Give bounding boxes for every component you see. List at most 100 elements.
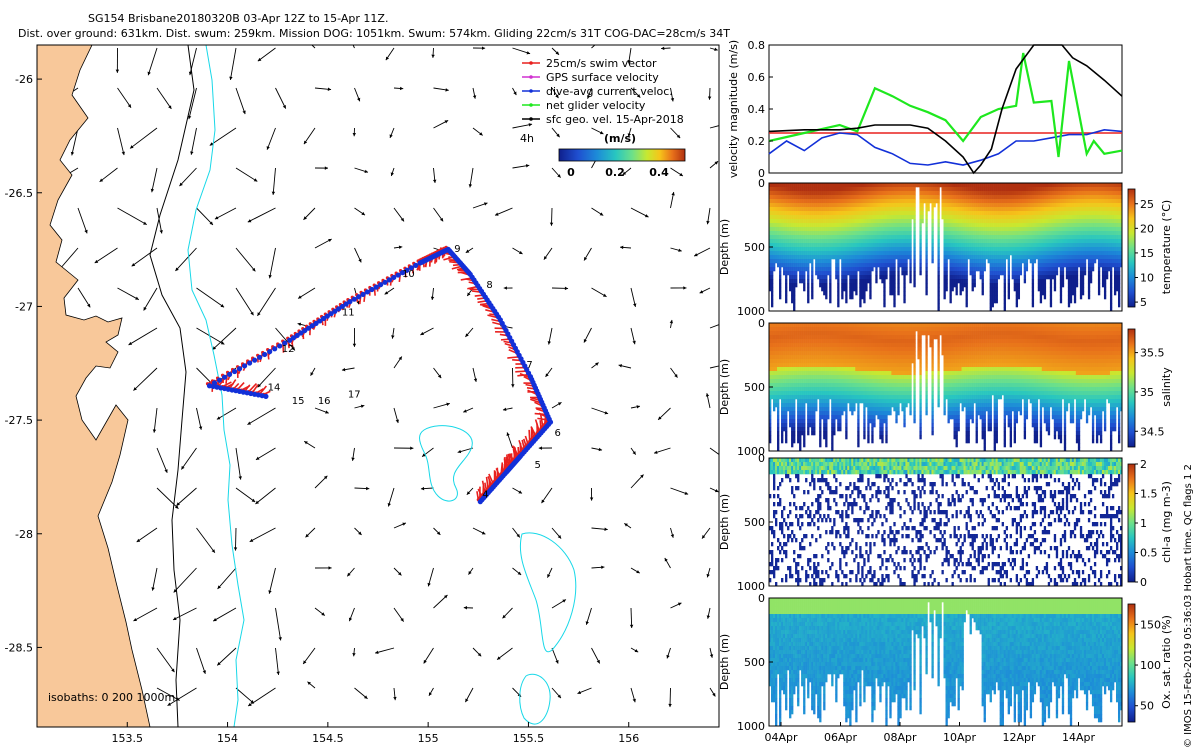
- heat-cell: [1023, 267, 1027, 272]
- heat-cell: [871, 191, 874, 196]
- heat-cell: [813, 187, 816, 192]
- heat-cell: [1077, 231, 1081, 236]
- heat-cell: [1031, 271, 1035, 276]
- heat-cell: [1061, 283, 1065, 288]
- heat-cell: [1009, 231, 1012, 236]
- heat-cell: [947, 211, 950, 216]
- heat-cell: [789, 231, 792, 236]
- heat-cell: [835, 227, 838, 232]
- dive-avg-point: [386, 277, 393, 283]
- swim-vector: [517, 373, 529, 377]
- heat-cell: [881, 231, 884, 236]
- heat-cell: [843, 255, 846, 260]
- heat-cell: [1069, 211, 1073, 216]
- heat-cell: [921, 191, 924, 196]
- heat-cell: [897, 247, 900, 252]
- heat-cell: [1029, 227, 1033, 232]
- heat-cell: [817, 199, 820, 204]
- heat-cell: [815, 207, 818, 212]
- heat-cell: [871, 251, 874, 256]
- heat-cell: [805, 267, 808, 272]
- heat-cell: [1071, 219, 1075, 224]
- heat-cell: [793, 187, 796, 192]
- heat-cell: [1079, 231, 1083, 236]
- heat-cell: [865, 203, 868, 208]
- heat-cell: [829, 191, 832, 196]
- heat-cell: [1033, 223, 1037, 228]
- heat-cell: [793, 259, 796, 264]
- heat-cell: [1053, 187, 1057, 192]
- heat-cell: [925, 287, 928, 292]
- heat-cell: [807, 283, 810, 288]
- heat-cell: [945, 255, 948, 260]
- heat-cell: [863, 279, 866, 284]
- heat-cell: [1063, 259, 1067, 264]
- heat-cell: [943, 271, 946, 276]
- heat-cell: [1053, 235, 1057, 240]
- heat-cell: [821, 259, 824, 264]
- heat-cell: [979, 275, 982, 280]
- heat-cell: [1039, 191, 1043, 196]
- heat-cell: [883, 251, 886, 256]
- heat-cell: [987, 251, 990, 256]
- heat-cell: [1061, 239, 1065, 244]
- heat-cell: [965, 243, 968, 248]
- heat-cell: [971, 267, 974, 272]
- heat-cell: [1065, 195, 1069, 200]
- heat-cell: [923, 191, 926, 196]
- current-vector-head: [304, 441, 308, 445]
- heat-cell: [869, 203, 872, 208]
- heat-cell: [949, 223, 952, 228]
- heat-cell: [1049, 287, 1053, 292]
- heat-cell: [865, 219, 868, 224]
- heat-cell: [1015, 227, 1019, 232]
- heat-cell: [849, 207, 852, 212]
- heat-cell: [899, 207, 902, 212]
- heat-cell: [891, 267, 894, 272]
- heat-cell: [879, 243, 882, 248]
- heat-cell: [1035, 195, 1039, 200]
- heat-cell: [853, 219, 856, 224]
- speed-colorbar: [558, 148, 686, 162]
- heat-cell: [829, 267, 832, 272]
- heat-cell: [1071, 187, 1075, 192]
- heat-cell: [803, 219, 806, 224]
- heat-cell: [963, 235, 966, 240]
- heat-cell: [1049, 271, 1053, 276]
- heat-cell: [839, 251, 842, 256]
- heat-cell: [1029, 211, 1033, 216]
- heat-cell: [941, 211, 944, 216]
- heat-cell: [785, 255, 788, 260]
- heat-cell: [817, 215, 820, 220]
- heat-cell: [943, 203, 946, 208]
- heat-cell: [893, 287, 896, 292]
- heat-cell: [943, 263, 946, 268]
- heat-cell: [835, 235, 838, 240]
- heat-cell: [853, 207, 856, 212]
- current-vector: [117, 287, 139, 301]
- heat-cell: [937, 255, 940, 260]
- heat-cell: [785, 215, 788, 220]
- heat-cell: [791, 291, 794, 296]
- heat-cell: [961, 247, 964, 252]
- heat-cell: [1013, 231, 1016, 236]
- heat-cell: [919, 231, 922, 236]
- heat-cell: [1073, 299, 1077, 304]
- heat-cell: [883, 187, 886, 192]
- heat-cell: [979, 187, 982, 192]
- heat-cell: [1073, 255, 1077, 260]
- heat-cell: [961, 235, 964, 240]
- heat-cell: [909, 215, 912, 220]
- heat-cell: [975, 227, 978, 232]
- heat-cell: [821, 243, 824, 248]
- heat-cell: [993, 291, 996, 296]
- heat-cell: [1053, 283, 1057, 288]
- map-ytick-label: -28.5: [5, 641, 33, 654]
- heat-cell: [1075, 191, 1079, 196]
- heat-cell: [1021, 199, 1025, 204]
- heat-cell: [1011, 235, 1014, 240]
- heat-cell: [897, 195, 900, 200]
- heat-cell: [819, 251, 822, 256]
- heat-cell: [1017, 227, 1021, 232]
- heat-cell: [845, 235, 848, 240]
